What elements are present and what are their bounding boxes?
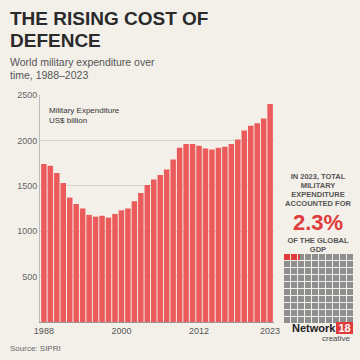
html-text:IN 2023, TOTAL MILITARY EXPEND: IN 2023, TOTAL MILITARY EXPENDITURE ACCO… [285,172,351,208]
html-text:THE RISING COST OF DEFENCE: THE RISING COST OF DEFENCE [10,8,209,51]
html-text:creative: creative [322,334,350,343]
svg-text:2012: 2012 [189,326,209,336]
svg-text:500: 500 [22,272,37,282]
html-text:2.3%: 2.3% [292,210,344,235]
html-text:Network 18: Network 18 [292,322,351,334]
svg-text:Military ExpenditureUS$ billio: Military ExpenditureUS$ billion [49,106,120,125]
html-text:World military expenditure ove: World military expenditure over time, 19… [10,56,155,81]
svg-text:2000: 2000 [111,326,131,336]
svg-text:2023: 2023 [260,326,280,336]
html-text:OF THE GLOBAL GDP: OF THE GLOBAL GDP [287,236,349,254]
svg-text:2500: 2500 [17,90,37,100]
svg-text:2000: 2000 [17,136,37,146]
svg-text:1000: 1000 [17,226,37,236]
svg-text:1988: 1988 [34,326,54,336]
svg-text:1500: 1500 [17,181,37,191]
html-text:Source: SIPRI: Source: SIPRI [10,344,61,353]
